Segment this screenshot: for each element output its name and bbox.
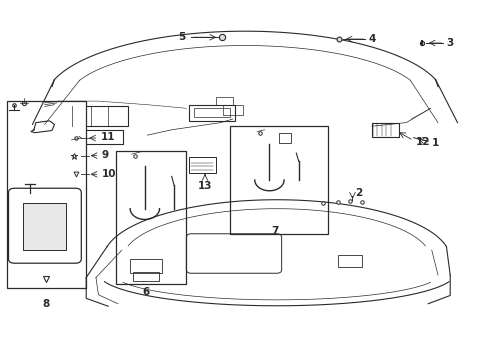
Text: 2: 2 — [355, 188, 362, 198]
Text: 4: 4 — [368, 34, 375, 44]
Text: 7: 7 — [271, 226, 279, 236]
FancyBboxPatch shape — [23, 203, 66, 250]
Text: 11: 11 — [100, 132, 115, 142]
FancyBboxPatch shape — [116, 151, 186, 284]
Text: 6: 6 — [143, 287, 150, 297]
FancyBboxPatch shape — [6, 101, 86, 288]
Text: 10: 10 — [101, 168, 116, 179]
Text: 3: 3 — [446, 38, 454, 48]
Text: 13: 13 — [197, 181, 212, 191]
Text: 9: 9 — [101, 150, 108, 160]
Text: 5: 5 — [178, 32, 185, 41]
Text: 8: 8 — [43, 299, 50, 309]
Text: 1: 1 — [432, 138, 439, 148]
FancyBboxPatch shape — [230, 126, 328, 234]
Text: 12: 12 — [416, 137, 431, 147]
